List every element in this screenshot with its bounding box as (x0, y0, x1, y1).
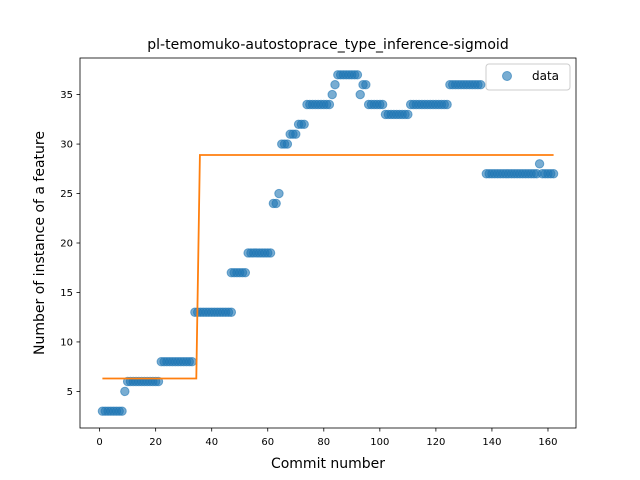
x-tick-label: 80 (317, 437, 330, 448)
x-tick-label: 100 (370, 437, 389, 448)
y-tick-label: 25 (60, 189, 73, 200)
data-point (117, 406, 127, 416)
y-tick-label: 30 (60, 140, 73, 151)
legend-label-data: data (532, 69, 559, 83)
y-tick-label: 20 (60, 239, 73, 250)
data-point (355, 89, 365, 100)
data-point (442, 99, 452, 110)
y-tick-label: 35 (60, 90, 73, 101)
x-tick-label: 160 (538, 437, 557, 448)
data-point (377, 99, 388, 110)
data-layer (97, 70, 559, 416)
axes-layer: 0 20 40 60 80 100 120 140 160 5 10 15 20 25 30 35 (60, 90, 557, 448)
data-point (265, 248, 276, 258)
y-axis-label: Number of instance of a feature (32, 131, 48, 355)
data-point (226, 307, 237, 317)
x-tick-label: 140 (482, 437, 501, 448)
data-point (187, 357, 197, 367)
data-point (153, 376, 164, 387)
data-point (476, 80, 486, 90)
x-axis-label: Commit number (271, 456, 385, 472)
y-tick-label: 10 (60, 337, 73, 348)
sigmoid-fit-line (102, 154, 554, 380)
x-tick-label: 20 (149, 437, 162, 448)
legend-box (485, 63, 571, 91)
data-point (352, 70, 363, 80)
data-point (327, 89, 337, 100)
y-tick-label: 15 (60, 288, 73, 299)
x-tick-label: 120 (426, 437, 445, 448)
data-point (291, 129, 301, 139)
data-point (403, 109, 413, 120)
data-point (274, 188, 284, 199)
data-point (330, 80, 340, 90)
data-point (534, 159, 545, 169)
plot-frame (79, 57, 577, 429)
data-point (361, 80, 371, 90)
y-tick-label: 5 (67, 387, 73, 398)
data-point (271, 198, 281, 209)
x-tick-label: 60 (261, 437, 274, 448)
x-tick-label: 0 (96, 437, 102, 448)
legend-marker-data (502, 71, 512, 81)
plot-background (80, 58, 576, 428)
data-point (240, 267, 251, 278)
data-point (548, 169, 559, 179)
data-point (299, 119, 309, 129)
data-point (282, 139, 293, 149)
legend: data (485, 63, 571, 91)
data-point (120, 386, 130, 397)
chart-title: pl-temomuko-autostoprace_type_inference-… (147, 37, 508, 53)
data-point (324, 99, 335, 110)
x-tick-label: 40 (205, 437, 218, 448)
